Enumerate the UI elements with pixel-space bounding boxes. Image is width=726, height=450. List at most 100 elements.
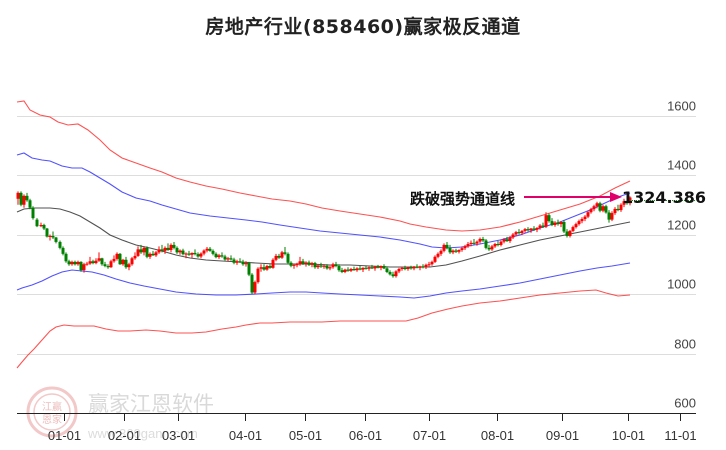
candle-body [211,250,215,254]
x-tick-04-01: 04-01 [229,428,262,443]
candle-body [625,201,629,204]
candle-body [514,232,518,235]
candle-body [103,264,107,267]
candle-body [433,256,437,262]
chart-title: 房地产行业(858460)赢家极反通道 [205,16,521,38]
candle-body [376,266,380,268]
candle-body [538,225,542,228]
candle-body [100,258,104,265]
candle-body [406,267,410,270]
candle-body [19,192,23,205]
candle-body [220,255,224,257]
x-tick-09-01: 09-01 [546,428,579,443]
candle-body [54,237,58,242]
candle-body [391,274,395,277]
candle-body [187,253,191,255]
candle-body [301,261,305,264]
candle-body [322,265,326,267]
candle-body [244,263,248,265]
candle-body [409,267,413,269]
candle-body [325,265,329,269]
y-tick-1200: 1200 [667,218,696,233]
candle-body [82,264,86,271]
candle-body [436,253,440,257]
candle-body [595,203,599,207]
watermark: 江赢 恩家 赢家江恩软件 www.360gann.com [26,386,214,441]
candle-body [550,221,554,225]
candle-body [448,247,452,253]
candle-body [394,271,398,277]
candle-body [586,212,590,217]
candle-body [271,259,275,268]
candle-body [592,206,596,210]
candle-body [313,263,317,268]
candle-body [472,242,476,244]
candle-body [559,222,563,225]
candle-body [526,229,530,231]
candle-body [229,258,233,260]
candle-body [274,255,278,260]
candle-body [529,228,533,231]
candle-body [547,215,551,222]
candle-body [91,261,95,264]
candle-body [496,244,500,246]
y-tick-600: 600 [674,396,696,411]
candle-body [175,247,179,253]
candle-body [157,249,161,253]
candle-body [541,225,545,227]
band-middle [16,207,631,268]
candle-body [79,261,83,271]
candle-body [106,266,110,268]
candle-body [35,219,39,227]
candle-body [607,212,611,220]
candle-body [28,200,32,208]
candle-body [487,247,491,250]
candle-body [331,264,335,268]
candle-body [580,219,584,222]
candle-body [139,249,143,253]
candle-body [571,227,575,231]
annotation: 跌破强势通道线 1324.386 [410,188,706,208]
watermark-seal-icon [26,386,78,438]
candle-body [250,274,254,293]
candle-body [142,247,146,253]
band-outer_lower [16,289,631,369]
candle-body [355,268,359,271]
candle-body [112,258,116,262]
candle-body [424,264,428,268]
candle-body [481,238,485,241]
band-inner_upper [16,152,631,249]
candle-body [88,261,92,264]
candle-body [523,229,527,231]
candle-body [247,263,251,275]
candle-body [334,264,338,267]
candle-body [64,253,68,262]
candle-body [178,250,182,253]
candle-body [430,261,434,265]
candle-body [133,255,137,259]
channel-bands [16,100,631,369]
candle-body [76,261,80,265]
candle-body [574,224,578,228]
candle-body [568,230,572,236]
candle-body [415,266,419,268]
candle-body [169,244,173,250]
candle-body [316,265,320,268]
candle-body [256,268,260,283]
candle-body [382,266,386,269]
candle-body [535,227,539,230]
candle-body [25,195,29,201]
candle-body [511,234,515,238]
candle-body [505,239,509,242]
candle-body [604,206,608,213]
candle-body [352,269,356,271]
candle-body [199,253,203,257]
candle-body [532,228,536,230]
candle-body [202,250,206,254]
candle-body [553,222,557,225]
candle-body [445,244,449,248]
candle-body [124,259,128,268]
candle-body [16,192,20,199]
candle-body [151,253,155,256]
candle-body [42,224,46,229]
